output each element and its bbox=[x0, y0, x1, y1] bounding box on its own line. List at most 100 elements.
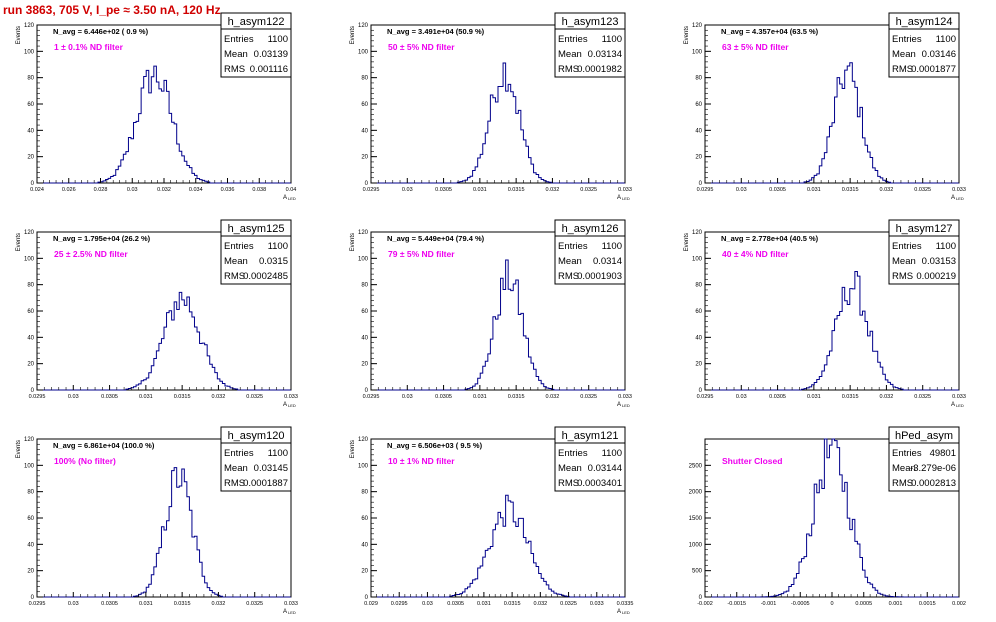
run-title: run 3863, 705 V, I_pe ≈ 3.50 nA, 120 Hz bbox=[3, 3, 221, 17]
stats-value-rms: 0.0001887 bbox=[243, 478, 288, 489]
x-axis-label: A bbox=[617, 609, 621, 615]
y-tick-label: 80 bbox=[695, 283, 702, 289]
y-axis-label: Events bbox=[350, 26, 356, 44]
y-axis-label: Events bbox=[16, 233, 22, 251]
y-tick-label: 120 bbox=[692, 23, 703, 29]
stats-box bbox=[220, 219, 292, 285]
y-tick-label: 120 bbox=[24, 23, 35, 29]
stats-key-entries: Entries bbox=[224, 241, 254, 252]
y-tick-label: 100 bbox=[24, 49, 35, 55]
x-tick-label: 0.031 bbox=[139, 601, 153, 607]
stats-value-entries: 1100 bbox=[602, 241, 622, 252]
x-tick-label: 0.0295 bbox=[391, 601, 408, 607]
x-tick-label: 0.0315 bbox=[504, 601, 521, 607]
histogram-title: hPed_asym bbox=[895, 430, 953, 442]
histogram-panel-h_asym120: 0 20 40 60 80 100 120 0.0295 0.03 0.0305 0.031 0.03… bbox=[16, 426, 298, 615]
stats-key-mean: Mean bbox=[224, 49, 248, 60]
x-tick-label: 0.0315 bbox=[174, 394, 191, 400]
histogram-series bbox=[705, 438, 959, 598]
y-tick-label: 60 bbox=[27, 309, 34, 315]
stats-value-mean: 0.03153 bbox=[922, 256, 956, 267]
filter-annotation: 50 ± 5% ND filter bbox=[388, 42, 455, 52]
stats-value-mean: 0.03134 bbox=[588, 49, 622, 60]
x-tick-label: 0.0315 bbox=[174, 601, 191, 607]
stats-key-rms: RMS bbox=[558, 64, 579, 75]
x-tick-label: 0.0325 bbox=[246, 394, 263, 400]
x-tick-label: 0.0295 bbox=[29, 601, 46, 607]
histogram-title: h_asym122 bbox=[228, 16, 285, 28]
x-tick-label: 0.0325 bbox=[580, 394, 597, 400]
x-tick-label: -0.0005 bbox=[791, 601, 810, 607]
x-tick-label: 0.0325 bbox=[914, 394, 931, 400]
filter-annotation: 79 ± 5% ND filter bbox=[388, 249, 455, 259]
stats-value-mean: 0.03139 bbox=[254, 49, 288, 60]
histogram-title: h_asym126 bbox=[562, 223, 619, 235]
y-tick-label: 20 bbox=[27, 155, 34, 161]
x-tick-label: 0.033 bbox=[284, 601, 298, 607]
y-tick-label: 0 bbox=[31, 181, 35, 187]
histogram-series bbox=[371, 494, 625, 598]
stats-value-mean: 0.0314 bbox=[593, 256, 622, 267]
y-tick-label: 20 bbox=[695, 362, 702, 368]
y-tick-label: 60 bbox=[361, 309, 368, 315]
y-tick-label: 0 bbox=[365, 388, 369, 394]
y-tick-label: 0 bbox=[699, 595, 703, 601]
stats-value-rms: 0.0002485 bbox=[243, 271, 288, 282]
histogram-panel-h_asym127: 0 20 40 60 80 100 120 0.0295 0.03 0.0305 0.031 0.03… bbox=[684, 219, 966, 408]
y-tick-label: 80 bbox=[27, 283, 34, 289]
x-tick-label: -0.002 bbox=[697, 601, 713, 607]
x-tick-label: 0.0305 bbox=[769, 394, 786, 400]
stats-value-entries: 1100 bbox=[268, 448, 288, 459]
x-tick-label: 0.0315 bbox=[508, 187, 525, 193]
x-axis-label-subscript: LED bbox=[622, 196, 630, 201]
histogram-series bbox=[37, 291, 291, 391]
y-tick-label: 120 bbox=[358, 23, 369, 29]
stats-value-rms: 0.0002813 bbox=[911, 478, 956, 489]
y-tick-label: 120 bbox=[24, 230, 35, 236]
navg-label: N_avg = 1.795e+04 (26.2 %) bbox=[53, 234, 151, 243]
stats-box bbox=[888, 219, 960, 285]
stats-key-entries: Entries bbox=[892, 34, 922, 45]
histogram-panel-h_asym126: 0 20 40 60 80 100 120 0.0295 0.03 0.0305 0.031 0.03… bbox=[350, 219, 632, 408]
y-tick-label: 60 bbox=[695, 309, 702, 315]
x-tick-label: 0.03 bbox=[402, 394, 413, 400]
x-tick-label: 0.0325 bbox=[580, 187, 597, 193]
x-tick-label: 0.031 bbox=[473, 394, 487, 400]
histogram-series bbox=[37, 65, 291, 184]
x-tick-label: 0.03 bbox=[68, 601, 79, 607]
navg-label: N_avg = 6.861e+04 (100.0 %) bbox=[53, 441, 155, 450]
stats-key-mean: Mean bbox=[224, 463, 248, 474]
y-tick-label: 100 bbox=[358, 256, 369, 262]
stats-key-mean: Mean bbox=[558, 256, 582, 267]
x-tick-label: 0.031 bbox=[807, 394, 821, 400]
x-tick-label: -0.001 bbox=[761, 601, 777, 607]
stats-key-entries: Entries bbox=[892, 448, 922, 459]
filter-annotation: 1 ± 0.1% ND filter bbox=[54, 42, 124, 52]
y-tick-label: 1500 bbox=[689, 516, 703, 522]
y-tick-label: 40 bbox=[27, 335, 34, 341]
x-tick-label: 0.0295 bbox=[697, 187, 714, 193]
y-tick-label: 60 bbox=[27, 102, 34, 108]
y-tick-label: 1000 bbox=[689, 542, 703, 548]
stats-key-rms: RMS bbox=[224, 271, 245, 282]
x-tick-label: 0.0325 bbox=[560, 601, 577, 607]
stats-box bbox=[554, 12, 626, 78]
x-tick-label: 0.031 bbox=[473, 187, 487, 193]
stats-box bbox=[220, 426, 292, 492]
y-axis-label: Events bbox=[684, 26, 690, 44]
y-axis-label: Events bbox=[16, 26, 22, 44]
x-tick-label: 0.0325 bbox=[246, 601, 263, 607]
y-tick-label: 20 bbox=[695, 155, 702, 161]
stats-box bbox=[220, 12, 292, 78]
histogram-series bbox=[37, 467, 291, 598]
stats-key-mean: Mean bbox=[892, 49, 916, 60]
y-axis-label: Events bbox=[16, 440, 22, 458]
y-tick-label: 60 bbox=[361, 102, 368, 108]
navg-label: N_avg = 5.449e+04 (79.4 %) bbox=[387, 234, 485, 243]
navg-label: N_avg = 6.446e+02 ( 0.9 %) bbox=[53, 27, 149, 36]
x-tick-label: 0.0295 bbox=[363, 394, 380, 400]
y-tick-label: 60 bbox=[361, 516, 368, 522]
x-tick-label: -0.0015 bbox=[727, 601, 746, 607]
x-axis-label-subscript: LED bbox=[622, 403, 630, 408]
